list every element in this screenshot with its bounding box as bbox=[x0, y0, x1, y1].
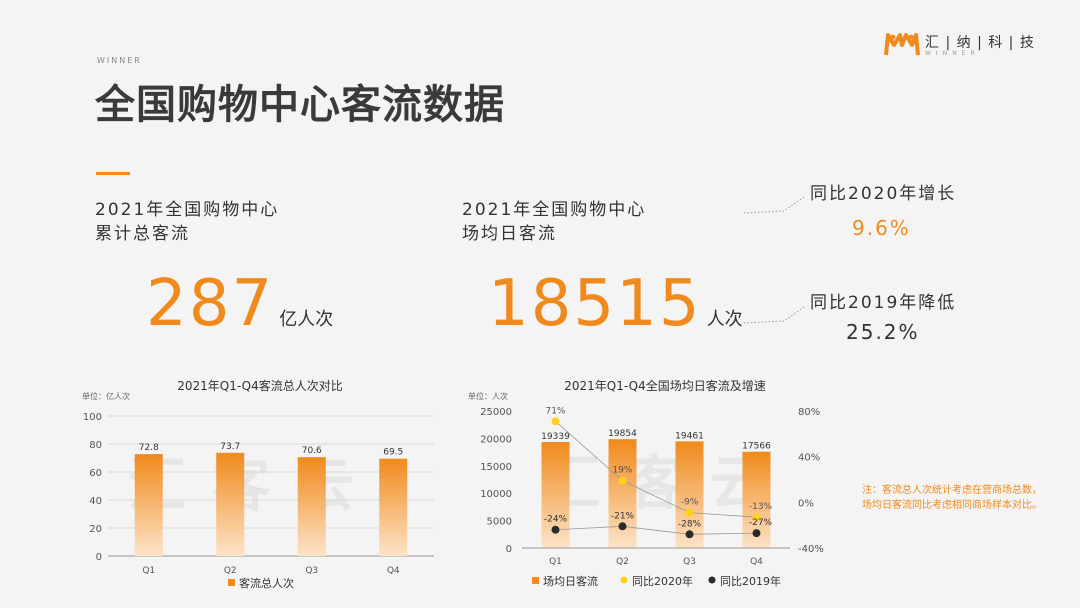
stat-right-unit: 人次 bbox=[706, 309, 743, 330]
chart1-title: 2021年Q1-Q4客流总人次对比 bbox=[177, 378, 342, 393]
chart2-bar-label: 17566 bbox=[742, 442, 771, 452]
chart1-x-tick: Q3 bbox=[305, 566, 318, 576]
chart2-point-2020 bbox=[685, 508, 694, 517]
chart1-y-tick: 20 bbox=[89, 524, 102, 535]
chart1-legend: 客流总人次 bbox=[228, 576, 294, 590]
chart2-line-2019 bbox=[555, 525, 757, 535]
chart1-legend-swatch bbox=[228, 579, 235, 586]
chart2-legend-2019-label: 同比2019年 bbox=[720, 574, 781, 588]
chart1-bar bbox=[297, 457, 326, 556]
stat-left-label-1: 2021年全国购物中心 bbox=[95, 200, 280, 220]
chart2-point-2019 bbox=[685, 530, 694, 539]
chart2-legend-bar-swatch bbox=[532, 577, 539, 584]
chart2-y-tick-left: 10000 bbox=[480, 489, 512, 500]
chart2-point-2019 bbox=[618, 522, 627, 531]
chart1-y-tick: 100 bbox=[83, 412, 102, 423]
chart2-x-tick: Q4 bbox=[750, 557, 763, 567]
chart2-legend-2020-label: 同比2020年 bbox=[632, 574, 693, 588]
chart2-y-tick-left: 5000 bbox=[487, 517, 512, 528]
chart1-bar-label: 72.8 bbox=[139, 443, 159, 453]
stat-left-unit: 亿人次 bbox=[279, 309, 334, 330]
stat-left-value: 287 bbox=[146, 267, 275, 341]
compare-2020-value: 9.6% bbox=[852, 216, 911, 240]
chart2-point-2020 bbox=[618, 476, 627, 485]
chart2-point-label-2020: 19% bbox=[612, 466, 632, 476]
chart2-y-tick-right: -40% bbox=[798, 544, 824, 555]
chart1-bar-label: 69.5 bbox=[383, 448, 403, 458]
chart1-legend-label: 客流总人次 bbox=[239, 576, 294, 590]
chart1-y-tick: 60 bbox=[89, 468, 102, 479]
chart2-x-tick: Q2 bbox=[616, 557, 629, 567]
chart2-unit-label: 单位：人次 bbox=[468, 391, 508, 401]
chart2-point-2019 bbox=[752, 529, 761, 538]
chart2-legend: 场均日客流 同比2020年 同比2019年 bbox=[532, 574, 781, 588]
page-title: 全国购物中心客流数据 bbox=[95, 82, 505, 128]
chart1-bar bbox=[216, 452, 245, 556]
chart2-bar-label: 19461 bbox=[675, 431, 704, 441]
chart2-legend-bar-label: 场均日客流 bbox=[543, 574, 598, 588]
chart1-x-tick: Q4 bbox=[387, 566, 400, 576]
footnote: 注：客流总人次统计考虑在营商场总数，场均日客流同比考虑相同商场样本对比。 bbox=[862, 485, 1042, 511]
chart1-unit-label: 单位：亿人次 bbox=[82, 391, 130, 401]
chart1-bar bbox=[134, 454, 163, 556]
chart1-bar-label: 70.6 bbox=[302, 446, 322, 456]
stat-left-value-group: 287 亿人次 bbox=[146, 272, 333, 336]
chart2-point-label-2020: 71% bbox=[545, 406, 565, 416]
company-logo-icon bbox=[884, 33, 920, 56]
chart2-x-tick: Q1 bbox=[549, 557, 562, 567]
chart2-y-tick-left: 15000 bbox=[480, 462, 512, 473]
chart2-bar bbox=[675, 441, 704, 548]
chart2-line-2020 bbox=[555, 420, 757, 518]
chart1-y-tick: 80 bbox=[89, 440, 102, 451]
chart2-x-tick: Q3 bbox=[683, 557, 696, 567]
chart2-y-tick-right: 0% bbox=[798, 498, 814, 509]
chart2-point-label-2020: -13% bbox=[749, 502, 773, 512]
stat-right-value: 18515 bbox=[488, 267, 702, 341]
chart2-legend-2019-swatch bbox=[708, 576, 716, 584]
chart2-legend-2020-swatch bbox=[620, 576, 628, 584]
chart2-point-2020 bbox=[551, 417, 560, 426]
chart2-y-tick-left: 20000 bbox=[480, 434, 512, 445]
accent-divider bbox=[96, 172, 130, 175]
chart1-watermark: 汇客云 bbox=[128, 451, 380, 519]
chart2-y-tick-right: 80% bbox=[798, 407, 820, 418]
chart1-y-tick: 40 bbox=[89, 496, 102, 507]
compare-2020-label: 同比2020年增长 bbox=[810, 184, 957, 204]
chart2-point-label-2020: -9% bbox=[681, 498, 699, 508]
logo-text: 汇 | 纳 | 科 | 技 bbox=[925, 35, 1035, 51]
stat-right-label-1: 2021年全国购物中心 bbox=[462, 200, 647, 220]
chart1-y-tick: 0 bbox=[96, 552, 102, 563]
chart1-bar bbox=[379, 458, 408, 556]
chart2-y-tick-right: 40% bbox=[798, 453, 820, 464]
logo-subtext: WINNER bbox=[925, 50, 980, 57]
chart2-bar bbox=[608, 439, 637, 548]
chart1-x-tick: Q1 bbox=[142, 566, 155, 576]
chart-daily-traffic: 2021年Q1-Q4全国场均日客流及增速 单位：人次 汇客云 19339 1985… bbox=[468, 378, 824, 588]
comparison-connectors bbox=[743, 196, 805, 324]
compare-2019-value: 25.2% bbox=[846, 320, 920, 344]
brand-small-label: WINNER bbox=[97, 56, 142, 65]
chart1-bar-label: 73.7 bbox=[220, 442, 240, 452]
chart2-y-tick-left: 0 bbox=[506, 544, 512, 555]
chart2-point-label-2019: -27% bbox=[749, 518, 773, 528]
chart2-point-2020 bbox=[752, 513, 761, 522]
chart2-point-label-2019: -24% bbox=[544, 515, 568, 525]
chart2-y-tick-left: 25000 bbox=[480, 407, 512, 418]
chart2-bar-label: 19854 bbox=[608, 429, 637, 439]
stat-left-label-2: 累计总客流 bbox=[95, 224, 190, 244]
chart2-watermark: 汇客云 bbox=[542, 449, 794, 517]
stat-right-value-group: 18515 人次 bbox=[488, 272, 743, 336]
chart2-title: 2021年Q1-Q4全国场均日客流及增速 bbox=[564, 378, 765, 393]
chart2-point-2019 bbox=[551, 525, 560, 534]
chart2-point-label-2019: -21% bbox=[611, 511, 635, 521]
compare-2019-label: 同比2019年降低 bbox=[810, 293, 957, 313]
chart2-bar-label: 19339 bbox=[541, 432, 570, 442]
stat-right-label-2: 场均日客流 bbox=[462, 224, 557, 244]
chart2-point-label-2019: -28% bbox=[678, 519, 702, 529]
chart1-x-tick: Q2 bbox=[224, 566, 237, 576]
chart-total-traffic: 2021年Q1-Q4客流总人次对比 单位：亿人次 汇客云 72.8 73.7 70.… bbox=[82, 378, 434, 590]
